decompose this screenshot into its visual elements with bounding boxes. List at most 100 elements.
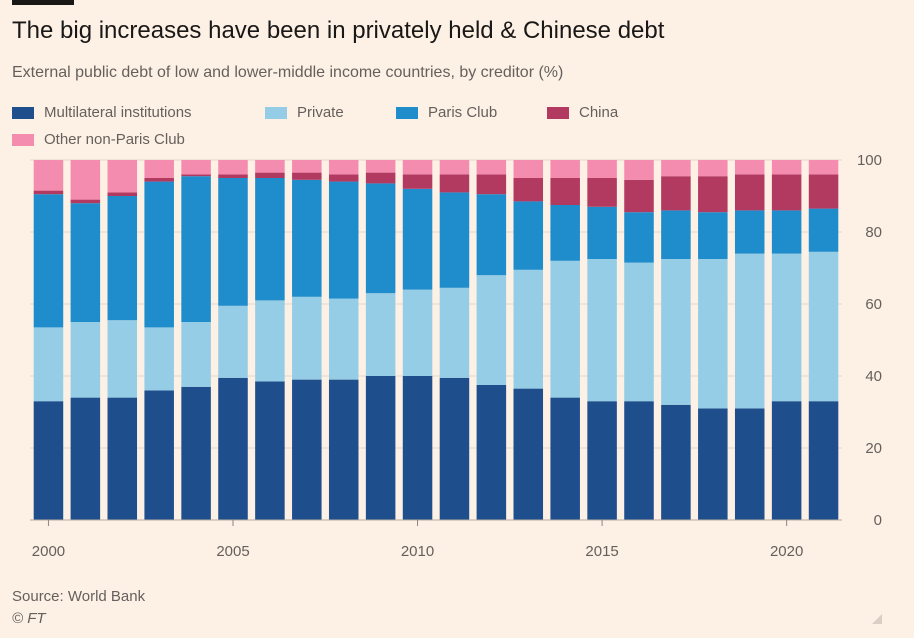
bar-segment-multilateral-institutions-2013 xyxy=(513,388,544,520)
bar-segment-private-2010 xyxy=(402,289,433,376)
bar-segment-paris-club-2016 xyxy=(624,212,654,263)
bar-segment-private-2009 xyxy=(365,293,396,376)
bar-segment-other-non-paris-club-2001 xyxy=(70,160,101,200)
bar-segment-paris-club-2007 xyxy=(292,179,322,297)
y-tick-label: 40 xyxy=(865,368,882,385)
bar-segment-china-2018 xyxy=(698,176,728,213)
bar-segment-multilateral-institutions-2018 xyxy=(698,408,728,520)
bar-segment-multilateral-institutions-2016 xyxy=(624,401,654,520)
bar-segment-other-non-paris-club-2009 xyxy=(365,160,396,173)
bar-segment-china-2019 xyxy=(734,174,765,211)
bar-segment-paris-club-2014 xyxy=(550,205,580,261)
bar-segment-other-non-paris-club-2010 xyxy=(402,160,433,175)
legend-label: China xyxy=(579,104,619,121)
bar-segment-paris-club-2011 xyxy=(439,192,470,288)
bar-segment-other-non-paris-club-2013 xyxy=(513,160,544,178)
bar-segment-other-non-paris-club-2018 xyxy=(698,160,728,177)
bar-segment-other-non-paris-club-2015 xyxy=(587,160,617,178)
bar-segment-private-2017 xyxy=(661,259,691,405)
bar-segment-china-2020 xyxy=(771,174,802,211)
bar-segment-private-2021 xyxy=(808,251,839,402)
bar-segment-paris-club-2004 xyxy=(181,176,211,322)
legend-item-other-non-paris-club: Other non-Paris Club xyxy=(12,131,185,148)
x-tick-label: 2020 xyxy=(770,543,803,560)
bar-segment-other-non-paris-club-2006 xyxy=(255,160,285,173)
bar-segment-paris-club-2012 xyxy=(476,194,507,276)
bar-segment-private-2004 xyxy=(181,322,211,387)
bar-segment-paris-club-2020 xyxy=(771,210,802,254)
bar-segment-private-2019 xyxy=(734,253,765,409)
y-tick-label: 60 xyxy=(865,296,882,313)
bar-segment-paris-club-2000 xyxy=(33,194,64,328)
bar-segment-multilateral-institutions-2021 xyxy=(808,401,839,520)
legend-item-multilateral: Multilateral institutions xyxy=(12,104,192,121)
bar-segment-multilateral-institutions-2010 xyxy=(402,376,433,520)
legend-label: Multilateral institutions xyxy=(44,104,192,121)
legend-swatch xyxy=(265,106,287,119)
bar-segment-private-2006 xyxy=(255,300,285,382)
bar-segment-multilateral-institutions-2019 xyxy=(734,408,765,520)
bar-segment-private-2007 xyxy=(292,296,322,380)
bar-segment-multilateral-institutions-2012 xyxy=(476,385,507,520)
bar-segment-multilateral-institutions-2015 xyxy=(587,401,617,520)
legend: Multilateral institutions Private Paris … xyxy=(12,104,772,150)
brand-rule xyxy=(12,0,74,5)
legend-item-china: China xyxy=(547,104,618,121)
bar-segment-private-2000 xyxy=(33,327,64,402)
bar-segment-china-2006 xyxy=(255,172,285,178)
y-tick-label: 0 xyxy=(874,512,882,529)
bar-segment-china-2010 xyxy=(402,174,433,189)
legend-item-private: Private xyxy=(265,104,344,121)
bar-segment-china-2011 xyxy=(439,174,470,193)
bar-segment-china-2005 xyxy=(218,174,248,178)
bar-segment-multilateral-institutions-2011 xyxy=(439,377,470,520)
source-note: Source: World Bank xyxy=(12,588,146,605)
chart-subtitle: External public debt of low and lower-mi… xyxy=(12,64,564,81)
bar-segment-multilateral-institutions-2009 xyxy=(365,376,396,520)
bar-segment-multilateral-institutions-2002 xyxy=(107,397,138,520)
bar-segment-paris-club-2009 xyxy=(365,183,396,294)
bar-segment-other-non-paris-club-2021 xyxy=(808,160,839,175)
legend-swatch xyxy=(396,106,418,119)
bar-segment-china-2007 xyxy=(292,172,322,180)
bar-segment-multilateral-institutions-2006 xyxy=(255,381,285,520)
bar-segment-private-2018 xyxy=(698,259,728,409)
legend-item-paris-club: Paris Club xyxy=(396,104,497,121)
bar-segment-china-2016 xyxy=(624,179,654,213)
bar-segment-paris-club-2021 xyxy=(808,208,839,252)
bar-segment-private-2001 xyxy=(70,322,101,398)
bar-segment-private-2013 xyxy=(513,269,544,389)
bar-segment-paris-club-2001 xyxy=(70,203,101,322)
bar-segment-other-non-paris-club-2004 xyxy=(181,160,211,175)
bar-segment-paris-club-2010 xyxy=(402,188,433,290)
bar-segment-private-2002 xyxy=(107,320,138,398)
bar-segment-paris-club-2013 xyxy=(513,201,544,270)
bar-segment-china-2015 xyxy=(587,178,617,207)
y-tick-label: 20 xyxy=(865,440,882,457)
bar-segment-private-2015 xyxy=(587,259,617,402)
bar-segment-other-non-paris-club-2012 xyxy=(476,160,507,175)
bar-segment-multilateral-institutions-2000 xyxy=(33,401,64,520)
y-tick-label: 100 xyxy=(857,152,882,169)
legend-swatch xyxy=(547,106,569,119)
bar-segment-china-2004 xyxy=(181,174,211,177)
bar-segment-private-2020 xyxy=(771,253,802,402)
bar-segment-multilateral-institutions-2003 xyxy=(144,390,174,520)
bar-segment-other-non-paris-club-2016 xyxy=(624,160,654,180)
bar-segment-multilateral-institutions-2004 xyxy=(181,386,211,520)
bar-segment-china-2012 xyxy=(476,174,507,195)
bar-segment-china-2013 xyxy=(513,178,544,202)
legend-swatch xyxy=(12,106,34,119)
bar-segment-other-non-paris-club-2002 xyxy=(107,160,138,193)
bar-segment-other-non-paris-club-2005 xyxy=(218,160,248,175)
bar-segment-china-2002 xyxy=(107,192,138,196)
bar-segment-multilateral-institutions-2001 xyxy=(70,397,101,520)
bar-segment-paris-club-2019 xyxy=(734,210,765,254)
bar-segment-other-non-paris-club-2000 xyxy=(33,160,64,191)
bar-segment-private-2008 xyxy=(328,298,359,380)
bar-segment-multilateral-institutions-2017 xyxy=(661,404,691,520)
bar-segment-china-2017 xyxy=(661,176,691,211)
bar-segment-china-2008 xyxy=(328,174,359,182)
bar-segment-private-2003 xyxy=(144,327,174,391)
